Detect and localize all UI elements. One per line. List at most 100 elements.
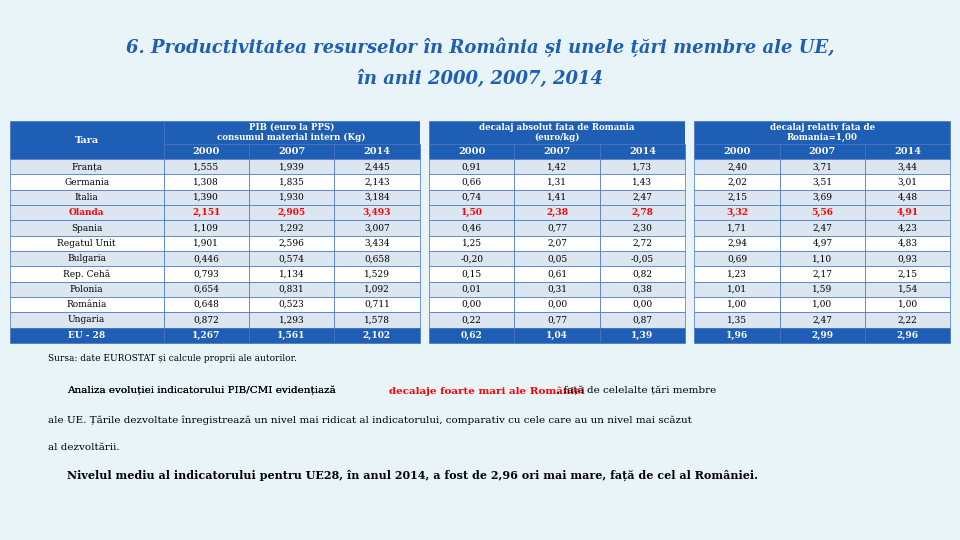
Text: 2,47: 2,47 (633, 193, 653, 202)
Text: 2,596: 2,596 (278, 239, 304, 248)
Text: PIB (euro la PPS)
consumul material intern (Kg): PIB (euro la PPS) consumul material inte… (217, 123, 366, 143)
Text: 2014: 2014 (895, 147, 922, 156)
Text: 2,40: 2,40 (727, 163, 747, 171)
Text: 1,308: 1,308 (193, 178, 219, 187)
Text: 1,96: 1,96 (726, 330, 748, 340)
Text: 1,50: 1,50 (461, 208, 483, 217)
Text: 0,46: 0,46 (462, 224, 482, 233)
Text: 1,939: 1,939 (278, 163, 304, 171)
Text: 3,184: 3,184 (364, 193, 390, 202)
Text: Ungaria: Ungaria (68, 315, 106, 325)
Text: 2,78: 2,78 (632, 208, 654, 217)
Text: 2007: 2007 (809, 147, 836, 156)
Text: -0,20: -0,20 (460, 254, 483, 263)
Text: Sursa: date EUROSTAT și calcule proprii ale autorilor.: Sursa: date EUROSTAT și calcule proprii … (48, 354, 297, 363)
Text: 4,23: 4,23 (898, 224, 918, 233)
Text: Italia: Italia (75, 193, 99, 202)
Text: 1,292: 1,292 (278, 224, 304, 233)
Text: 2,17: 2,17 (812, 269, 832, 279)
Text: 1,71: 1,71 (727, 224, 747, 233)
Text: 4,91: 4,91 (897, 208, 919, 217)
Text: 0,654: 0,654 (193, 285, 219, 294)
Text: 0,82: 0,82 (633, 269, 653, 279)
Text: 1,39: 1,39 (632, 330, 654, 340)
Text: 1,54: 1,54 (898, 285, 918, 294)
Text: 3,01: 3,01 (898, 178, 918, 187)
Text: 2007: 2007 (543, 147, 570, 156)
Text: 3,69: 3,69 (812, 193, 832, 202)
Text: 0,574: 0,574 (278, 254, 304, 263)
Text: Analiza evoluției indicatorului PIB/CMI evidențiază: Analiza evoluției indicatorului PIB/CMI … (67, 386, 339, 395)
Text: 1,555: 1,555 (193, 163, 220, 171)
Text: 1,04: 1,04 (546, 330, 568, 340)
Text: 0,01: 0,01 (462, 285, 482, 294)
Text: Olanda: Olanda (69, 208, 105, 217)
Text: 0,62: 0,62 (461, 330, 483, 340)
Text: 0,22: 0,22 (462, 315, 482, 325)
Text: EU - 28: EU - 28 (68, 330, 106, 340)
Text: 2,38: 2,38 (546, 208, 568, 217)
Text: 0,00: 0,00 (633, 300, 653, 309)
Text: 0,61: 0,61 (547, 269, 567, 279)
Text: 2,15: 2,15 (727, 193, 747, 202)
Text: 2,15: 2,15 (898, 269, 918, 279)
Text: decalaj relativ fata de
Romania=1,00: decalaj relativ fata de Romania=1,00 (770, 123, 875, 142)
Text: 2,30: 2,30 (633, 224, 652, 233)
Text: 0,31: 0,31 (547, 285, 567, 294)
Text: 1,35: 1,35 (727, 315, 747, 325)
Text: decalaj absolut fata de Romania
(euro/kg): decalaj absolut fata de Romania (euro/kg… (479, 123, 635, 143)
Text: , față de celelalte țări membre: , față de celelalte țări membre (557, 386, 716, 395)
Text: 0,74: 0,74 (462, 193, 482, 202)
Text: 1,293: 1,293 (278, 315, 304, 325)
Text: Rep. Cehă: Rep. Cehă (63, 269, 110, 279)
Text: 0,38: 0,38 (633, 285, 653, 294)
Text: 1,73: 1,73 (633, 163, 653, 171)
Text: 1,01: 1,01 (727, 285, 747, 294)
Text: 1,529: 1,529 (364, 269, 390, 279)
Text: 2,102: 2,102 (363, 330, 391, 340)
Text: 1,267: 1,267 (192, 330, 221, 340)
Text: 2,151: 2,151 (192, 208, 221, 217)
Text: 1,00: 1,00 (898, 300, 918, 309)
Text: Bulgaria: Bulgaria (67, 254, 107, 263)
Text: 0,05: 0,05 (547, 254, 567, 263)
Text: 1,578: 1,578 (364, 315, 390, 325)
Text: 2,143: 2,143 (364, 178, 390, 187)
Text: 2014: 2014 (629, 147, 656, 156)
Text: 1,41: 1,41 (547, 193, 567, 202)
Text: 1,00: 1,00 (727, 300, 747, 309)
Text: 0,648: 0,648 (193, 300, 219, 309)
Text: 2,905: 2,905 (277, 208, 305, 217)
Text: 2014: 2014 (364, 147, 391, 156)
Text: 0,523: 0,523 (278, 300, 304, 309)
Text: 2,02: 2,02 (727, 178, 747, 187)
Text: 0,446: 0,446 (193, 254, 219, 263)
Text: 0,00: 0,00 (547, 300, 567, 309)
Text: 0,77: 0,77 (547, 224, 567, 233)
Text: 3,007: 3,007 (364, 224, 390, 233)
Text: 2000: 2000 (193, 147, 220, 156)
Text: 2,94: 2,94 (727, 239, 747, 248)
Text: 2,22: 2,22 (898, 315, 918, 325)
Text: în anii 2000, 2007, 2014: în anii 2000, 2007, 2014 (357, 70, 603, 88)
Text: 4,97: 4,97 (812, 239, 832, 248)
Text: 4,83: 4,83 (898, 239, 918, 248)
Text: 2000: 2000 (458, 147, 486, 156)
Text: 1,00: 1,00 (812, 300, 832, 309)
Text: 3,51: 3,51 (812, 178, 832, 187)
Text: decalaje foarte mari ale României: decalaje foarte mari ale României (389, 386, 585, 396)
Text: Germania: Germania (64, 178, 109, 187)
Text: -0,05: -0,05 (631, 254, 654, 263)
Text: România: România (66, 300, 107, 309)
Text: 3,71: 3,71 (812, 163, 832, 171)
Text: Regatul Unit: Regatul Unit (58, 239, 116, 248)
Text: 4,48: 4,48 (898, 193, 918, 202)
Text: 2,99: 2,99 (811, 330, 833, 340)
Text: 1,134: 1,134 (278, 269, 304, 279)
Text: 0,87: 0,87 (633, 315, 653, 325)
Text: 0,91: 0,91 (462, 163, 482, 171)
Text: 2,445: 2,445 (364, 163, 390, 171)
Text: 6. Productivitatea resurselor în România și unele țări membre ale UE,: 6. Productivitatea resurselor în România… (126, 38, 834, 57)
Text: Spania: Spania (71, 224, 103, 233)
Text: 1,930: 1,930 (278, 193, 304, 202)
